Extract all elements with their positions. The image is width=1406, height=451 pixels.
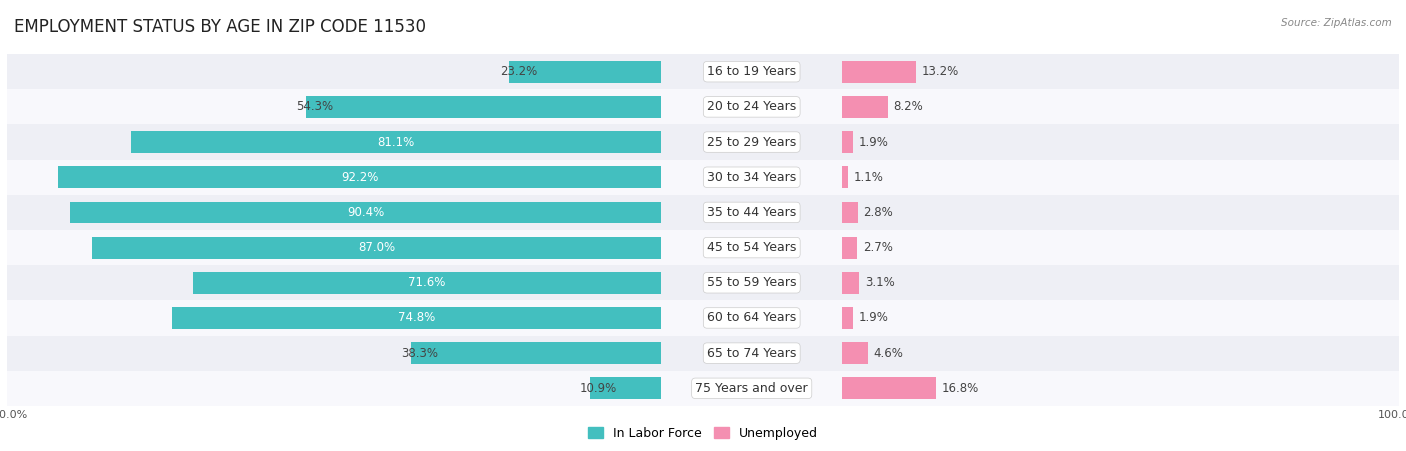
Bar [307, 96, 661, 118]
Bar [842, 237, 858, 258]
Text: 1.9%: 1.9% [858, 312, 889, 324]
Bar [7, 300, 661, 336]
Bar [842, 131, 853, 153]
Bar [842, 307, 853, 329]
Bar [842, 89, 1399, 124]
Legend: In Labor Force, Unemployed: In Labor Force, Unemployed [583, 422, 823, 445]
Bar [7, 89, 661, 124]
Bar [842, 166, 848, 188]
Text: 23.2%: 23.2% [499, 65, 537, 78]
Bar [842, 230, 1399, 265]
Text: 74.8%: 74.8% [398, 312, 436, 324]
Bar [842, 195, 1399, 230]
Bar [58, 166, 661, 188]
Text: Source: ZipAtlas.com: Source: ZipAtlas.com [1281, 18, 1392, 28]
Text: 10.9%: 10.9% [581, 382, 617, 395]
Text: 71.6%: 71.6% [408, 276, 446, 289]
Text: 20 to 24 Years: 20 to 24 Years [707, 101, 796, 113]
Bar [842, 96, 887, 118]
Bar [70, 202, 661, 223]
Text: 75 Years and over: 75 Years and over [696, 382, 808, 395]
Bar [172, 307, 661, 329]
Text: 4.6%: 4.6% [873, 347, 903, 359]
Bar [411, 342, 661, 364]
Bar [661, 160, 842, 195]
Bar [842, 265, 1399, 300]
Bar [7, 336, 661, 371]
Text: 13.2%: 13.2% [921, 65, 959, 78]
Text: 30 to 34 Years: 30 to 34 Years [707, 171, 796, 184]
Bar [842, 272, 859, 294]
Text: 3.1%: 3.1% [865, 276, 894, 289]
Bar [7, 160, 661, 195]
Text: 87.0%: 87.0% [359, 241, 395, 254]
Bar [7, 230, 661, 265]
Text: 65 to 74 Years: 65 to 74 Years [707, 347, 796, 359]
Bar [131, 131, 661, 153]
Text: 16 to 19 Years: 16 to 19 Years [707, 65, 796, 78]
Bar [661, 230, 842, 265]
Text: 16.8%: 16.8% [941, 382, 979, 395]
Bar [842, 342, 868, 364]
Text: 45 to 54 Years: 45 to 54 Years [707, 241, 796, 254]
Bar [842, 54, 1399, 89]
Text: 54.3%: 54.3% [297, 101, 333, 113]
Text: 35 to 44 Years: 35 to 44 Years [707, 206, 796, 219]
Bar [842, 202, 858, 223]
Bar [661, 336, 842, 371]
Text: 81.1%: 81.1% [377, 136, 415, 148]
Bar [661, 265, 842, 300]
Text: 60 to 64 Years: 60 to 64 Years [707, 312, 796, 324]
Text: 55 to 59 Years: 55 to 59 Years [707, 276, 796, 289]
Bar [7, 124, 661, 160]
Bar [842, 336, 1399, 371]
Bar [661, 89, 842, 124]
Bar [842, 61, 915, 83]
Bar [7, 265, 661, 300]
Bar [661, 300, 842, 336]
Bar [193, 272, 661, 294]
Bar [661, 195, 842, 230]
Bar [509, 61, 661, 83]
Bar [842, 124, 1399, 160]
Bar [7, 54, 661, 89]
Bar [842, 300, 1399, 336]
Bar [661, 124, 842, 160]
Text: 8.2%: 8.2% [893, 101, 924, 113]
Bar [591, 377, 661, 399]
Text: 1.1%: 1.1% [853, 171, 884, 184]
Bar [842, 371, 1399, 406]
Text: 92.2%: 92.2% [342, 171, 378, 184]
Bar [7, 371, 661, 406]
Text: 90.4%: 90.4% [347, 206, 384, 219]
Text: 38.3%: 38.3% [401, 347, 437, 359]
Text: EMPLOYMENT STATUS BY AGE IN ZIP CODE 11530: EMPLOYMENT STATUS BY AGE IN ZIP CODE 115… [14, 18, 426, 36]
Bar [842, 160, 1399, 195]
Bar [661, 371, 842, 406]
Text: 2.8%: 2.8% [863, 206, 893, 219]
Bar [842, 377, 936, 399]
Text: 1.9%: 1.9% [858, 136, 889, 148]
Text: 25 to 29 Years: 25 to 29 Years [707, 136, 796, 148]
Text: 2.7%: 2.7% [863, 241, 893, 254]
Bar [661, 54, 842, 89]
Bar [91, 237, 661, 258]
Bar [7, 195, 661, 230]
